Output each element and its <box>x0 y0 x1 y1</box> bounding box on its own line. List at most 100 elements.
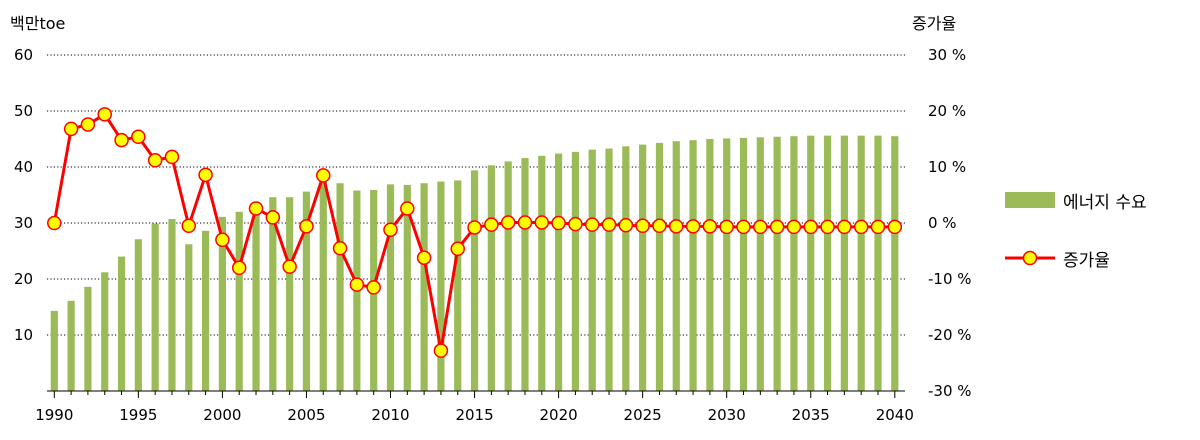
x-tick-label: 2015 <box>455 406 493 424</box>
right-axis-title: 증가율 <box>912 14 957 33</box>
growth-point-1995 <box>131 129 146 145</box>
growth-point-2040 <box>887 219 903 235</box>
bar-demand-2025 <box>639 144 647 391</box>
bar-demand-2015 <box>470 170 479 391</box>
growth-point-2036 <box>820 219 835 235</box>
y-left-tick-label: 50 <box>14 102 33 120</box>
x-tick-label: 2010 <box>371 406 409 424</box>
bar-demand-2023 <box>605 148 613 391</box>
growth-point-2003 <box>265 210 281 225</box>
bar-demand-2004 <box>286 197 294 391</box>
growth-point-2013 <box>433 343 449 358</box>
growth-point-2019 <box>534 215 550 230</box>
growth-point-1997 <box>164 149 180 165</box>
bar-demand-1994 <box>117 256 126 391</box>
growth-point-2000 <box>215 232 230 248</box>
growth-point-2005 <box>299 219 314 234</box>
growth-point-2033 <box>769 219 785 235</box>
bar-demand-2031 <box>739 137 748 391</box>
y-left-tick-label: 30 <box>14 214 33 232</box>
x-tick-label: 1995 <box>119 406 157 424</box>
growth-point-2001 <box>231 260 247 276</box>
bar-demand-2026 <box>655 142 664 391</box>
legend-label-growth: 증가율 <box>1063 250 1110 271</box>
growth-point-1999 <box>198 167 213 183</box>
bar-demand-1996 <box>151 223 159 391</box>
bar-demand-2013 <box>437 181 445 391</box>
left-axis-title: 백만toe <box>10 14 66 33</box>
bar-demand-2016 <box>487 165 495 391</box>
bar-demand-2037 <box>840 135 848 391</box>
x-tick-label: 2040 <box>876 406 914 424</box>
y-right-tick-label: 30 % <box>928 46 966 64</box>
bar-demand-1998 <box>185 244 193 391</box>
growth-point-2034 <box>786 219 802 235</box>
x-tick-label: 2030 <box>708 406 746 424</box>
bar-demand-2040 <box>891 136 899 391</box>
growth-point-2025 <box>635 218 650 234</box>
legend-item-demand: 에너지 수요 <box>1005 186 1147 214</box>
line-series <box>47 107 903 358</box>
growth-point-2028 <box>685 219 701 234</box>
bar-demand-2005 <box>302 191 311 391</box>
x-tick-label: 2035 <box>792 406 830 424</box>
growth-point-2030 <box>719 219 734 235</box>
bar-demand-1999 <box>201 230 210 391</box>
growth-point-2012 <box>416 250 432 265</box>
bar-demand-2018 <box>521 158 529 391</box>
growth-point-2010 <box>383 222 398 237</box>
growth-point-2002 <box>248 201 264 216</box>
growth-point-1996 <box>147 153 163 168</box>
growth-point-2032 <box>753 219 768 235</box>
bar-demand-1997 <box>168 219 176 391</box>
growth-point-1993 <box>97 107 112 122</box>
bar-demand-2035 <box>807 135 815 391</box>
bar-demand-2039 <box>874 135 882 391</box>
growth-point-1992 <box>80 117 96 132</box>
y-right-tick-label: 20 % <box>928 102 966 120</box>
growth-point-2022 <box>584 217 600 232</box>
bar-demand-1991 <box>67 300 75 391</box>
axes <box>47 390 905 398</box>
growth-point-2004 <box>282 259 297 274</box>
bar-demand-1990 <box>50 310 58 391</box>
growth-point-2016 <box>484 217 499 232</box>
bar-demand-2001 <box>235 211 243 391</box>
bar-demand-2019 <box>538 155 546 391</box>
bar-demand-2012 <box>420 183 428 391</box>
bar-demand-2034 <box>790 136 798 391</box>
bar-demand-2010 <box>386 184 395 391</box>
growth-point-2024 <box>618 217 634 233</box>
bar-demand-1995 <box>134 239 142 391</box>
growth-point-1990 <box>47 215 62 231</box>
growth-point-2008 <box>349 277 365 292</box>
bar-demand-2036 <box>823 135 832 391</box>
y-left-tick-label: 20 <box>14 270 33 288</box>
growth-point-2037 <box>837 219 852 235</box>
growth-point-2039 <box>870 219 886 235</box>
bar-demand-2024 <box>622 146 630 391</box>
growth-point-2026 <box>652 218 667 234</box>
growth-point-2023 <box>601 217 617 232</box>
growth-point-2035 <box>803 219 818 235</box>
bar-demand-2020 <box>555 153 563 391</box>
bar-demand-2021 <box>571 151 580 391</box>
growth-point-2006 <box>316 168 331 183</box>
bar-demand-2030 <box>723 138 731 391</box>
y-right-tick-label: -20 % <box>928 326 972 344</box>
legend-bar-swatch <box>1005 192 1055 208</box>
growth-point-2014 <box>450 241 465 257</box>
bar-demand-2029 <box>706 139 714 391</box>
bar-demand-1992 <box>84 286 92 391</box>
growth-point-1991 <box>63 121 79 137</box>
y-right-tick-label: 0 % <box>928 214 957 232</box>
growth-point-2017 <box>500 215 516 230</box>
y-left-tick-label: 10 <box>14 326 33 344</box>
growth-point-1998 <box>181 218 197 234</box>
y-right-tick-label: -10 % <box>928 270 972 288</box>
growth-point-2015 <box>467 220 482 235</box>
bar-demand-2011 <box>403 184 411 391</box>
y-left-tick-label: 60 <box>14 46 33 64</box>
bar-demand-2017 <box>504 161 512 391</box>
